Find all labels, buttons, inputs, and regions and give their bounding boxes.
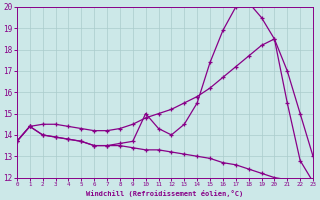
X-axis label: Windchill (Refroidissement éolien,°C): Windchill (Refroidissement éolien,°C): [86, 190, 244, 197]
